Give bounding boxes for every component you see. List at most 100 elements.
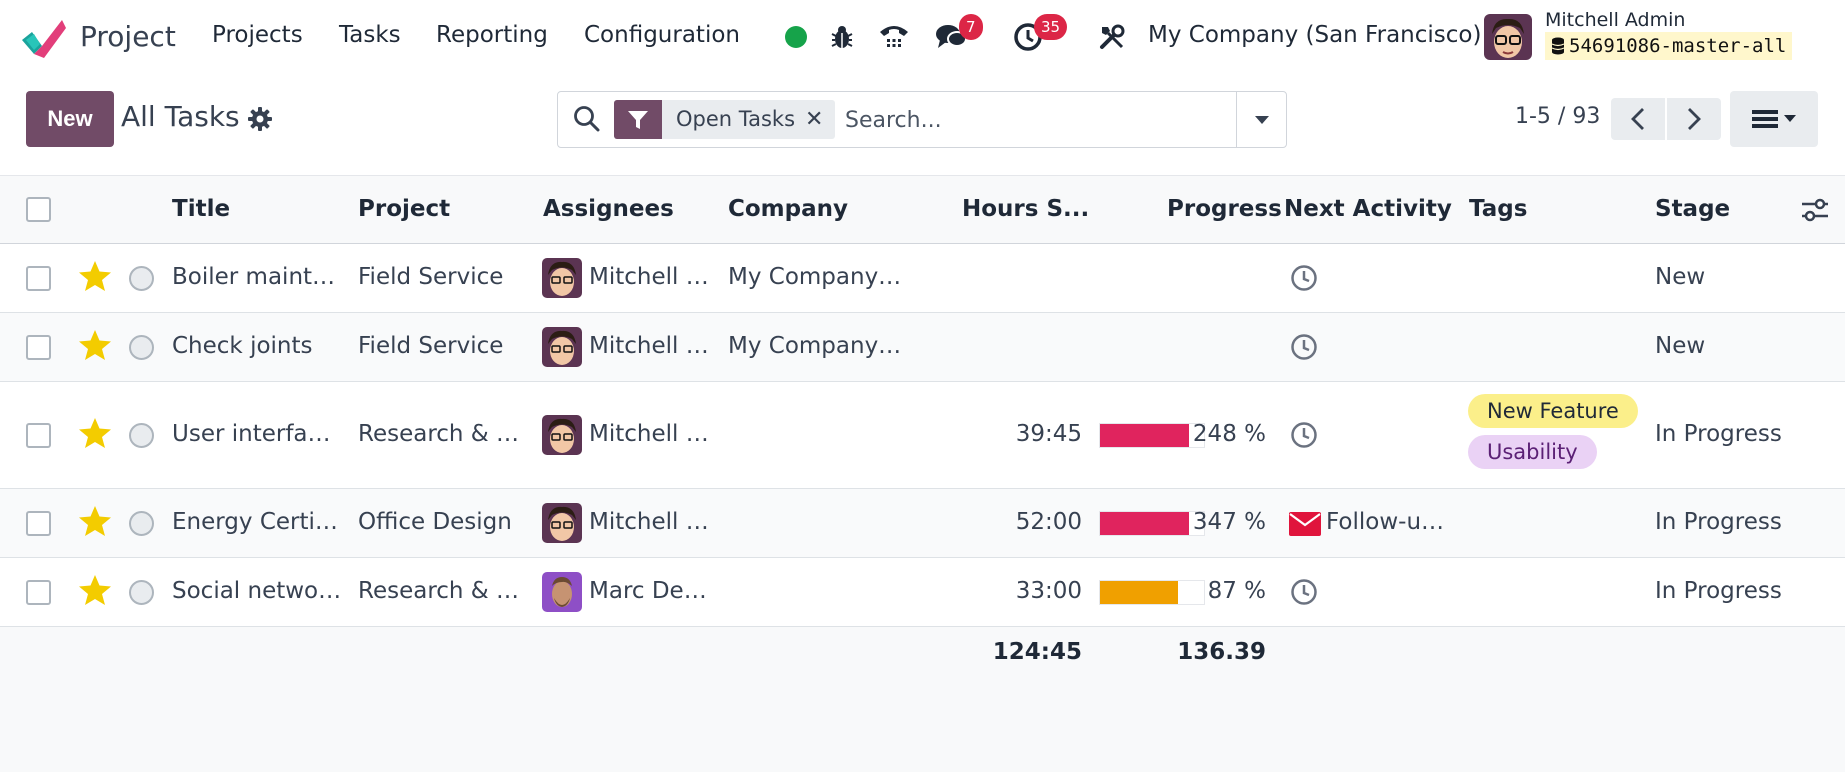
- column-assignees[interactable]: Assignees: [543, 196, 674, 222]
- activities-count-badge: 35: [1034, 14, 1068, 40]
- table-row[interactable]: Energy Certi… Office Design Mitchell … 5…: [0, 489, 1845, 558]
- cell-stage: In Progress: [1655, 421, 1782, 447]
- search-options-toggle[interactable]: [1236, 92, 1286, 147]
- avatar: [542, 572, 582, 612]
- tag-badge: New Feature: [1468, 394, 1638, 428]
- column-progress[interactable]: Progress: [1167, 196, 1282, 222]
- cell-company: My Company…: [728, 264, 902, 290]
- menu-reporting[interactable]: Reporting: [436, 22, 548, 48]
- phone-icon[interactable]: [877, 20, 911, 54]
- database-label: 54691086-master-all: [1569, 35, 1787, 57]
- new-button[interactable]: New: [26, 91, 114, 147]
- column-hours-spent[interactable]: Hours S...: [962, 196, 1090, 222]
- search-input[interactable]: [845, 104, 1225, 136]
- list-view-icon: [1752, 110, 1778, 128]
- menu-tasks[interactable]: Tasks: [339, 22, 401, 48]
- status-dot[interactable]: [129, 423, 154, 448]
- chevron-right-icon: [1688, 108, 1701, 130]
- cell-title: User interfac…: [172, 421, 342, 447]
- caret-down-icon: [1784, 115, 1796, 122]
- star-icon[interactable]: [78, 505, 112, 537]
- menu-projects[interactable]: Projects: [212, 22, 303, 48]
- row-checkbox[interactable]: [26, 580, 51, 605]
- search-facet: Open Tasks ✕: [614, 100, 836, 139]
- cell-project: Research & …: [358, 421, 520, 447]
- column-title[interactable]: Title: [172, 196, 231, 222]
- cell-assignee: Marc Demo: [589, 578, 719, 604]
- progress-bar-fill: [1100, 581, 1178, 604]
- pager-previous-button[interactable]: [1611, 98, 1665, 140]
- cell-stage: New: [1655, 333, 1706, 359]
- envelope-icon[interactable]: [1288, 511, 1322, 537]
- facet-label: Open Tasks: [676, 107, 796, 131]
- optional-columns-icon[interactable]: [1801, 197, 1829, 223]
- column-stage[interactable]: Stage: [1655, 196, 1731, 222]
- menu-configuration[interactable]: Configuration: [584, 22, 740, 48]
- cell-assignee: Mitchell …: [589, 333, 709, 359]
- cell-assignee: Mitchell …: [589, 509, 709, 535]
- cell-project: Field Service: [358, 264, 504, 290]
- progress-bar-fill: [1100, 512, 1190, 535]
- clock-icon[interactable]: [1290, 421, 1318, 449]
- search-icon[interactable]: [573, 105, 601, 133]
- pager-value[interactable]: 1-5 / 93: [1515, 104, 1601, 129]
- row-checkbox[interactable]: [26, 266, 51, 291]
- progress-bar: [1099, 511, 1205, 536]
- company-switcher[interactable]: My Company (San Francisco): [1148, 22, 1482, 48]
- user-name[interactable]: Mitchell Admin: [1545, 9, 1686, 31]
- total-hours: 124:45: [992, 639, 1082, 665]
- table-row[interactable]: Check joints Field Service Mitchell … My…: [0, 313, 1845, 382]
- cell-progress: 87 %: [1207, 578, 1266, 604]
- avatar: [542, 327, 582, 367]
- cell-company: My Company…: [728, 333, 902, 359]
- cell-stage: In Progress: [1655, 509, 1782, 535]
- status-dot[interactable]: [129, 511, 154, 536]
- cell-progress: 248 %: [1192, 421, 1266, 447]
- avatar: [542, 503, 582, 543]
- column-company[interactable]: Company: [728, 196, 848, 222]
- row-checkbox[interactable]: [26, 423, 51, 448]
- row-checkbox[interactable]: [26, 335, 51, 360]
- status-dot[interactable]: [129, 266, 154, 291]
- view-switcher[interactable]: [1730, 91, 1818, 147]
- tools-icon[interactable]: [1095, 20, 1129, 54]
- table-row[interactable]: Boiler maint… Field Service Mitchell … M…: [0, 244, 1845, 313]
- clock-icon[interactable]: [1290, 333, 1318, 361]
- column-project[interactable]: Project: [358, 196, 451, 222]
- bug-icon[interactable]: [825, 20, 859, 54]
- database-icon: [1551, 37, 1565, 55]
- chevron-left-icon: [1631, 108, 1644, 130]
- star-icon[interactable]: [78, 329, 112, 361]
- status-dot[interactable]: [129, 335, 154, 360]
- user-avatar[interactable]: [1484, 14, 1532, 60]
- search-bar: Open Tasks ✕: [557, 91, 1287, 148]
- pager-next-button[interactable]: [1667, 98, 1721, 140]
- tag-badge: Usability: [1468, 435, 1597, 469]
- cell-project: Office Design: [358, 509, 512, 535]
- star-icon[interactable]: [78, 260, 112, 292]
- clock-icon[interactable]: [1290, 578, 1318, 606]
- table-row[interactable]: User interfac… Research & … Mitchell … 3…: [0, 382, 1845, 489]
- column-tags[interactable]: Tags: [1469, 196, 1528, 222]
- star-icon[interactable]: [78, 417, 112, 449]
- cell-next-activity[interactable]: Follow-u…: [1326, 509, 1445, 535]
- control-panel: New All Tasks Open Tasks ✕ 1-5 / 93: [0, 74, 1845, 176]
- select-all-checkbox[interactable]: [26, 197, 51, 222]
- cell-title: Energy Certi…: [172, 509, 338, 535]
- cell-assignee: Mitchell …: [589, 264, 709, 290]
- status-dot[interactable]: [129, 580, 154, 605]
- cell-title: Social netwo…: [172, 578, 342, 604]
- clock-icon[interactable]: [1290, 264, 1318, 292]
- table-row[interactable]: Social netwo… Research & … Marc Demo 33:…: [0, 558, 1845, 627]
- cell-project: Field Service: [358, 333, 504, 359]
- row-checkbox[interactable]: [26, 511, 51, 536]
- column-next-activity[interactable]: Next Activity: [1284, 196, 1452, 222]
- close-icon[interactable]: ✕: [805, 107, 824, 132]
- presence-status-icon[interactable]: [779, 20, 813, 54]
- cell-project: Research & …: [358, 578, 520, 604]
- gear-icon[interactable]: [247, 106, 273, 132]
- star-icon[interactable]: [78, 574, 112, 606]
- app-name: Project: [80, 20, 176, 53]
- app-brand[interactable]: Project: [22, 18, 176, 58]
- messages-count-badge: 7: [959, 14, 983, 40]
